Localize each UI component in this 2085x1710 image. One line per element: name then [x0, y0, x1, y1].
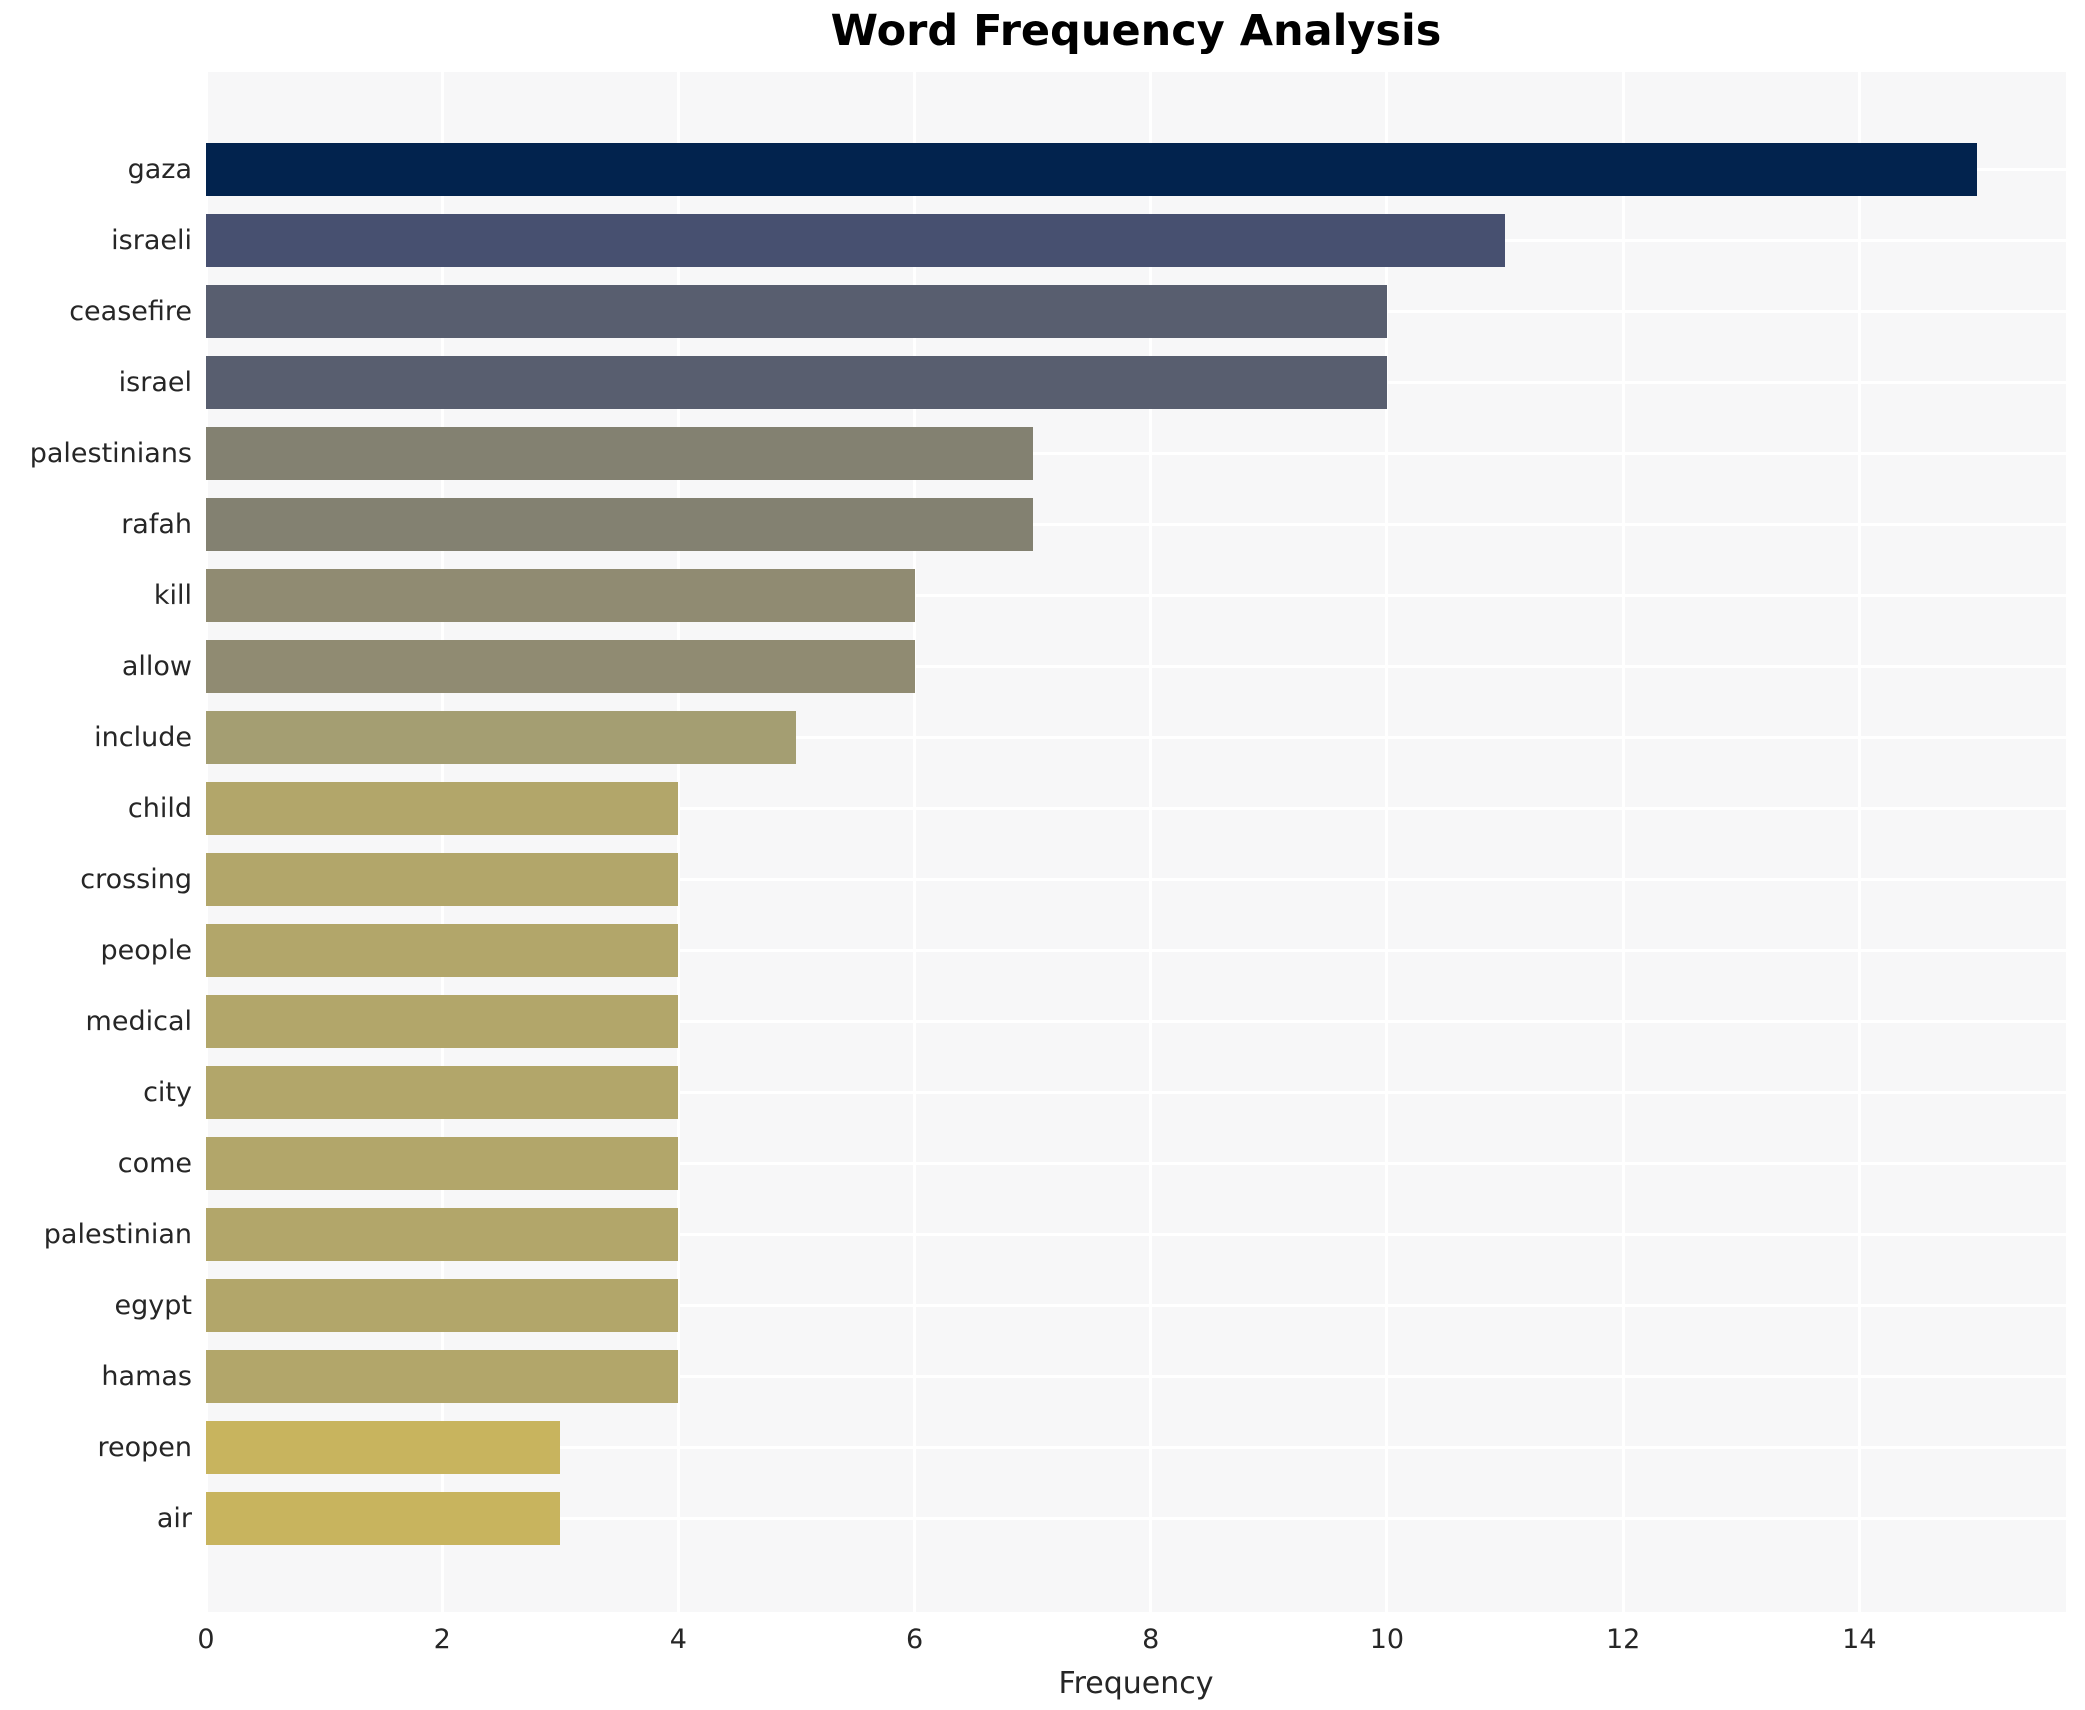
y-tick-label-people: people [100, 935, 192, 966]
horizontal-gridline [206, 878, 2066, 881]
y-tick-label-palestinians: palestinians [29, 438, 192, 469]
x-tick-label-4: 4 [669, 1624, 687, 1655]
horizontal-gridline [206, 1020, 2066, 1023]
bar-israel [206, 356, 1387, 409]
bar-city [206, 1066, 679, 1119]
vertical-gridline [204, 72, 208, 1612]
bar-include [206, 711, 797, 764]
bar-palestinian [206, 1208, 679, 1261]
bar-hamas [206, 1350, 679, 1403]
vertical-gridline [913, 72, 917, 1612]
x-axis-label: Frequency [1058, 1666, 1214, 1701]
bar-gaza [206, 143, 1978, 196]
y-tick-label-include: include [94, 722, 192, 753]
vertical-gridline [1149, 72, 1153, 1612]
horizontal-gridline [206, 1162, 2066, 1165]
y-tick-label-child: child [127, 793, 192, 824]
y-tick-label-reopen: reopen [97, 1432, 193, 1463]
vertical-gridline [676, 72, 680, 1612]
horizontal-gridline [206, 1233, 2066, 1236]
y-tick-label-allow: allow [121, 651, 192, 682]
vertical-gridline [1857, 72, 1861, 1612]
horizontal-gridline [206, 594, 2066, 597]
bar-ceasefire [206, 285, 1387, 338]
horizontal-gridline [206, 452, 2066, 455]
y-tick-label-air: air [156, 1503, 192, 1534]
horizontal-gridline [206, 1375, 2066, 1378]
bar-rafah [206, 498, 1033, 551]
x-tick-label-14: 14 [1842, 1624, 1877, 1655]
x-tick-label-2: 2 [433, 1624, 451, 1655]
chart-title: Word Frequency Analysis [830, 6, 1442, 56]
x-tick-label-10: 10 [1369, 1624, 1405, 1655]
horizontal-gridline [206, 665, 2066, 668]
bar-kill [206, 569, 915, 622]
bar-allow [206, 640, 915, 693]
horizontal-gridline [206, 736, 2066, 739]
plot-area [204, 72, 2066, 1612]
bar-child [206, 782, 679, 835]
y-tick-label-medical: medical [85, 1006, 192, 1037]
y-tick-label-israel: israel [118, 367, 192, 398]
y-tick-label-rafah: rafah [121, 509, 192, 540]
bar-israeli [206, 214, 1506, 267]
bar-egypt [206, 1279, 679, 1332]
y-tick-label-city: city [143, 1077, 192, 1108]
bar-people [206, 924, 679, 977]
x-tick-label-0: 0 [197, 1624, 215, 1655]
y-tick-label-palestinian: palestinian [43, 1219, 192, 1250]
y-tick-label-hamas: hamas [101, 1361, 192, 1392]
vertical-gridline [1621, 72, 1625, 1612]
y-tick-label-israeli: israeli [111, 225, 192, 256]
horizontal-gridline [206, 807, 2066, 810]
bar-medical [206, 995, 679, 1048]
horizontal-gridline [206, 1446, 2066, 1449]
y-tick-label-kill: kill [153, 580, 192, 611]
bar-air [206, 1492, 561, 1545]
x-tick-label-12: 12 [1605, 1624, 1641, 1655]
horizontal-gridline [206, 1517, 2066, 1520]
y-tick-label-crossing: crossing [80, 864, 192, 895]
y-tick-label-egypt: egypt [114, 1290, 192, 1321]
bar-come [206, 1137, 679, 1190]
y-tick-label-gaza: gaza [127, 154, 192, 185]
x-tick-label-8: 8 [1142, 1624, 1160, 1655]
horizontal-gridline [206, 523, 2066, 526]
vertical-gridline [1385, 72, 1389, 1612]
vertical-gridline [440, 72, 444, 1612]
y-tick-label-ceasefire: ceasefire [69, 296, 192, 327]
horizontal-gridline [206, 949, 2066, 952]
bar-crossing [206, 853, 679, 906]
horizontal-gridline [206, 1091, 2066, 1094]
x-tick-label-6: 6 [905, 1624, 924, 1655]
horizontal-gridline [206, 1304, 2066, 1307]
bar-reopen [206, 1421, 561, 1474]
y-tick-label-come: come [117, 1148, 192, 1179]
bar-palestinians [206, 427, 1033, 480]
